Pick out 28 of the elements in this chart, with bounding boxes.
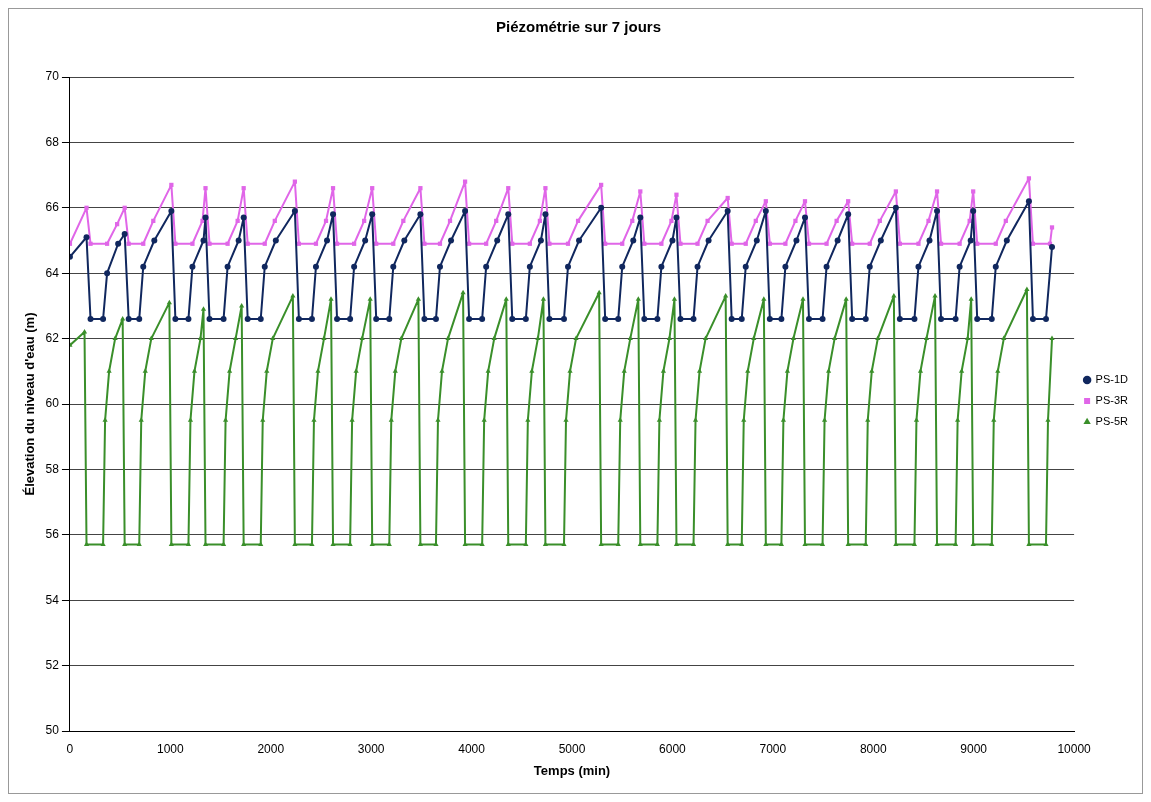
- x-tick-label: 6000: [659, 741, 687, 756]
- y-tick-label: 62: [45, 330, 60, 345]
- y-tick-label: 70: [45, 69, 60, 84]
- y-tick-label: 52: [45, 657, 60, 672]
- legend-label: PS-1D: [1095, 373, 1129, 386]
- y-tick-label: 56: [45, 527, 60, 542]
- y-tick-label: 54: [45, 592, 60, 607]
- x-tick-label: 3000: [357, 741, 385, 756]
- y-tick-label: 50: [45, 723, 60, 738]
- legend-label: PS-5R: [1095, 415, 1129, 428]
- y-tick-label: 68: [45, 134, 60, 149]
- y-tick-label: 60: [45, 396, 60, 411]
- x-tick-label: 10000: [1057, 741, 1092, 756]
- x-tick-label: 8000: [859, 741, 887, 756]
- x-tick-label: 1000: [157, 741, 185, 756]
- y-tick-label: 58: [45, 461, 60, 476]
- legend-label: PS-3R: [1095, 394, 1129, 407]
- x-tick-label: 9000: [960, 741, 988, 756]
- x-tick-label: 0: [66, 741, 74, 756]
- y-tick-label: 64: [45, 265, 60, 280]
- x-tick-label: 5000: [558, 741, 586, 756]
- y-axis-title: Élevation du niveau d'eau (m): [22, 312, 38, 496]
- x-tick-label: 4000: [458, 741, 486, 756]
- chart-title: Piézométrie sur 7 jours: [495, 18, 662, 36]
- x-tick-label: 2000: [257, 741, 285, 756]
- x-axis-title: Temps (min): [533, 762, 611, 778]
- x-tick-label: 7000: [759, 741, 787, 756]
- y-tick-label: 66: [45, 200, 60, 215]
